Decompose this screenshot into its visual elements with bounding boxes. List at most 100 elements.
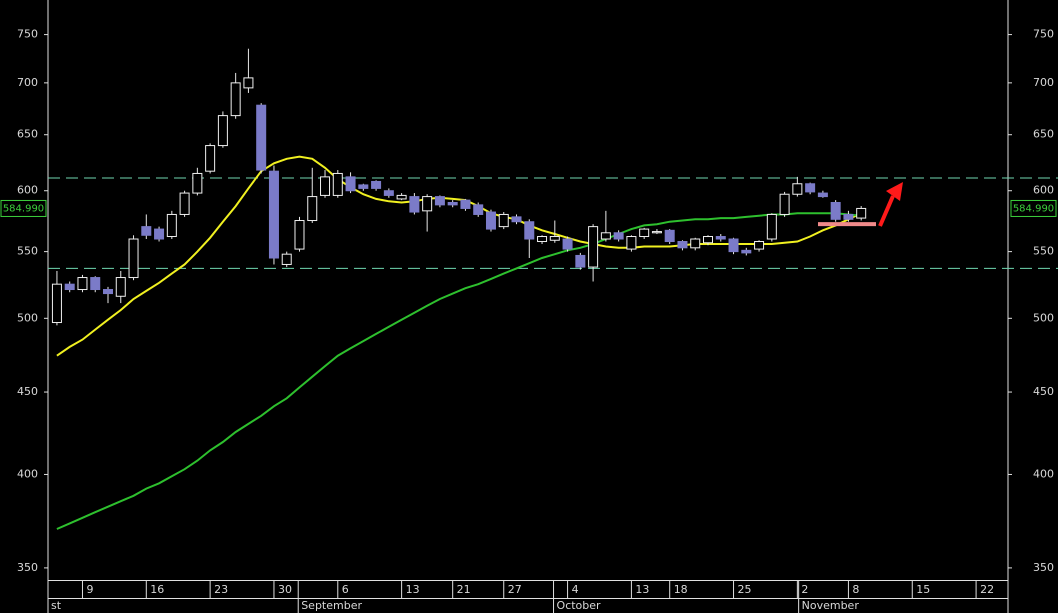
- x-tick-label: 2: [801, 583, 808, 596]
- x-tick-label: 4: [572, 583, 579, 596]
- last-price-box: [0, 199, 47, 217]
- candle-body: [268, 170, 279, 259]
- candle-body: [166, 213, 177, 238]
- candle-body: [51, 283, 62, 324]
- candle-body: [588, 226, 599, 268]
- candle-body: [192, 172, 203, 194]
- x-tick-label: 18: [674, 583, 688, 596]
- arrow-head: [886, 182, 903, 201]
- candle-body: [703, 236, 713, 244]
- x-tick-label: 13: [406, 583, 420, 596]
- candle-body: [639, 228, 650, 238]
- y-tick-label-right: 450: [1033, 385, 1054, 398]
- month-label: November: [802, 599, 860, 612]
- candle-body: [371, 180, 382, 189]
- candle-body: [205, 145, 216, 172]
- candle-body: [498, 213, 509, 228]
- candle-body: [485, 211, 496, 230]
- month-label: September: [301, 599, 362, 612]
- candle-body: [766, 213, 777, 240]
- candle-body: [434, 196, 445, 206]
- candle-body: [115, 277, 126, 297]
- candle-body: [537, 236, 548, 243]
- x-tick-label: 6: [342, 583, 349, 596]
- x-tick-label: 25: [738, 583, 752, 596]
- y-tick-label: 350: [17, 561, 38, 574]
- candle-body: [511, 216, 522, 223]
- candle-body: [294, 220, 305, 250]
- y-tick-label-right: 600: [1033, 184, 1054, 197]
- y-tick-label-right: 400: [1033, 467, 1054, 480]
- x-tick-label: 16: [150, 583, 164, 596]
- candle-body: [256, 104, 267, 171]
- candle-body: [307, 196, 318, 222]
- x-tick-label: 13: [635, 583, 649, 596]
- candle-body: [77, 277, 88, 291]
- y-tick-label-right: 550: [1033, 245, 1054, 258]
- candle-body: [651, 231, 662, 234]
- candle-body: [345, 176, 356, 192]
- candle-body: [90, 277, 101, 291]
- candle-body: [715, 236, 726, 240]
- candle-body: [856, 207, 867, 219]
- x-tick-label: 21: [457, 583, 471, 596]
- candle-body: [626, 236, 637, 250]
- candle-body: [473, 204, 484, 215]
- y-tick-label: 650: [17, 128, 38, 141]
- y-tick-label: 600: [17, 184, 38, 197]
- candle-body: [383, 190, 394, 196]
- candle-body: [141, 226, 152, 236]
- candle-body: [600, 232, 611, 240]
- candle-body: [677, 241, 688, 249]
- y-tick-label: 450: [17, 385, 38, 398]
- y-tick-label-right: 750: [1033, 28, 1054, 41]
- candle-body: [243, 77, 254, 89]
- y-tick-label: 500: [17, 311, 38, 324]
- x-tick-label: 8: [852, 583, 859, 596]
- candle-body: [779, 193, 790, 215]
- last-price-label: 584.990: [3, 203, 44, 214]
- month-label: st: [51, 599, 62, 612]
- candle-body: [754, 241, 765, 250]
- candle-body: [447, 201, 458, 206]
- y-tick-label: 400: [17, 467, 38, 480]
- candle-body: [575, 254, 586, 268]
- candle-body: [179, 192, 190, 215]
- candle-body: [664, 229, 675, 243]
- candle-body: [524, 221, 535, 240]
- candle-body: [128, 238, 139, 279]
- candle-body: [562, 238, 573, 250]
- candle-body: [613, 232, 624, 240]
- candle-body: [805, 183, 816, 193]
- x-tick-label: 9: [86, 583, 93, 596]
- candle-body: [728, 238, 739, 253]
- candle-body: [741, 249, 752, 254]
- candle-body: [332, 172, 343, 196]
- x-tick-label: 30: [278, 583, 292, 596]
- candle-body: [217, 115, 228, 147]
- candle-body: [281, 253, 292, 265]
- candle-body: [792, 183, 803, 195]
- last-price-label: 584.990: [1013, 203, 1054, 214]
- candle-body: [817, 192, 828, 198]
- month-label: October: [557, 599, 601, 612]
- candle-body: [830, 201, 841, 220]
- y-tick-label: 750: [17, 28, 38, 41]
- candle-body: [358, 184, 369, 189]
- last-price-box: [1010, 199, 1057, 217]
- candle-body: [409, 196, 420, 213]
- y-tick-label-right: 500: [1033, 311, 1054, 324]
- candle-body: [843, 213, 854, 220]
- candle-body: [396, 194, 407, 200]
- candle-body: [549, 236, 560, 241]
- candle-body: [230, 82, 241, 117]
- candle-body: [690, 238, 701, 249]
- candle-body: [154, 228, 165, 240]
- y-tick-label-right: 700: [1033, 76, 1054, 89]
- moving-average-line: [56, 212, 862, 530]
- candle-body: [460, 199, 471, 209]
- y-tick-label-right: 650: [1033, 128, 1054, 141]
- x-tick-label: 27: [508, 583, 522, 596]
- candle-body: [422, 196, 433, 212]
